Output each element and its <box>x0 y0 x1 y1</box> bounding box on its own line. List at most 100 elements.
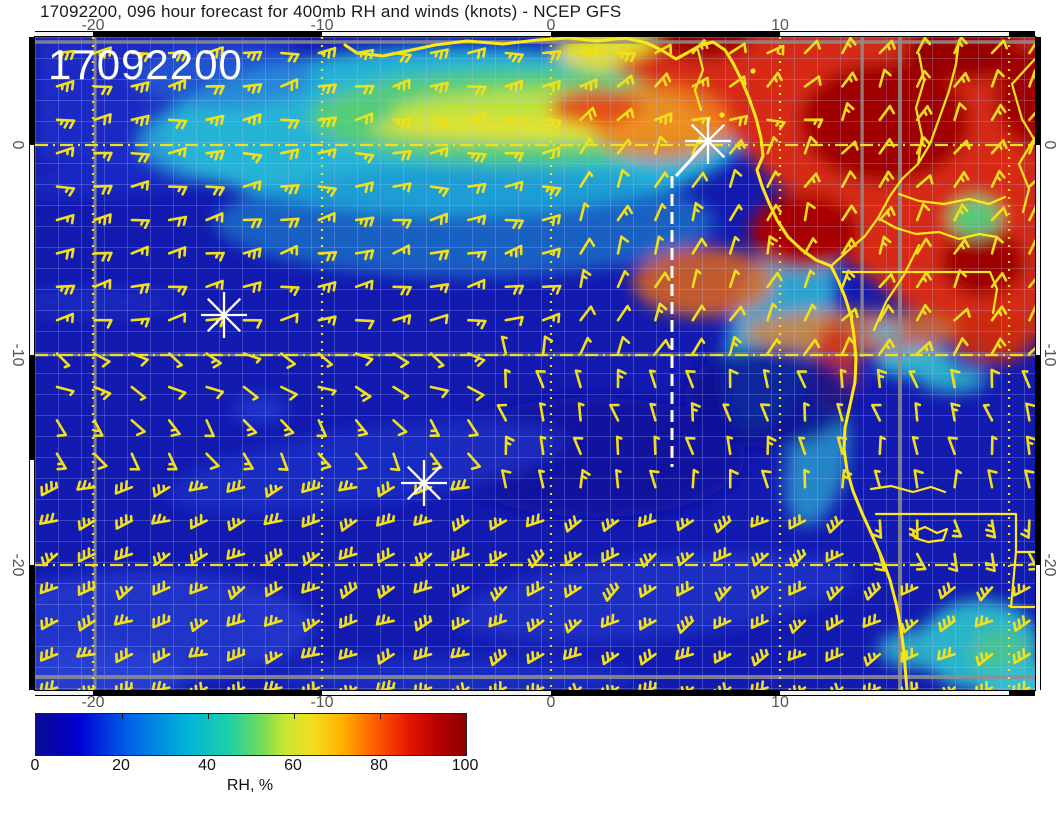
wind-barb <box>190 618 208 633</box>
wind-barb <box>414 552 433 567</box>
wind-barb <box>638 617 657 631</box>
bottom-axis-tick: 0 <box>546 694 556 711</box>
wind-barb <box>376 481 395 498</box>
left-axis-tick: 0 <box>9 140 26 150</box>
wind-barb <box>564 619 582 634</box>
wind-barb <box>766 435 777 456</box>
wind-barb <box>189 582 208 595</box>
wind-barb <box>713 616 732 630</box>
wind-barb <box>39 680 59 690</box>
wind-barb <box>301 513 321 528</box>
wind-barb <box>616 235 630 255</box>
wind-barb <box>564 515 582 533</box>
wind-barb <box>691 76 710 88</box>
wind-barb <box>152 552 171 566</box>
wind-barb <box>189 681 208 690</box>
wind-barb <box>841 469 853 489</box>
wind-barb <box>489 550 508 564</box>
wind-barb <box>152 647 171 664</box>
wind-barb <box>541 118 562 130</box>
island-dot <box>719 112 725 118</box>
wind-barb <box>354 385 372 402</box>
wind-barb <box>205 46 224 59</box>
wind-barb <box>354 452 368 471</box>
wind-barb <box>376 513 396 527</box>
river-border-path <box>1009 550 1035 609</box>
wind-barb <box>990 139 1008 155</box>
wind-barb <box>55 80 75 93</box>
wind-barb <box>914 402 922 422</box>
bottom-axis-tick: -20 <box>81 694 105 711</box>
wind-barb <box>317 83 337 95</box>
wind-barb <box>750 515 769 528</box>
wind-barb <box>242 247 262 260</box>
wind-barb <box>950 402 961 422</box>
wind-barb <box>300 646 321 659</box>
wind-barb <box>280 217 300 228</box>
wind-barb <box>1025 435 1035 456</box>
wind-barb <box>429 81 449 94</box>
wind-barb <box>354 112 374 125</box>
wind-barb <box>990 337 1007 355</box>
wind-barb <box>713 515 732 534</box>
wind-barb <box>93 251 113 262</box>
wind-barb <box>539 402 546 422</box>
wind-barb <box>392 419 408 437</box>
wind-barb <box>338 546 358 561</box>
wind-barb <box>841 37 857 55</box>
wind-barb <box>167 312 187 323</box>
wind-barb <box>825 647 844 662</box>
wind-barb <box>564 551 582 565</box>
wind-barb <box>766 235 778 255</box>
wind-barb <box>242 318 263 329</box>
wind-barb <box>167 452 178 471</box>
wind-barb <box>938 615 956 633</box>
wind-barb <box>803 303 817 322</box>
wind-barb <box>490 586 508 602</box>
wind-barb <box>392 150 412 161</box>
wind-barb <box>205 185 225 196</box>
wind-barb <box>392 182 412 193</box>
wind-barb <box>429 385 449 399</box>
wind-barb <box>788 619 807 634</box>
wind-barb <box>429 352 445 369</box>
wind-barb <box>654 271 671 289</box>
wind-barb <box>990 169 1006 188</box>
wind-barb <box>354 216 375 228</box>
wind-barb <box>691 39 709 55</box>
wind-barb <box>685 369 696 389</box>
wind-barb <box>338 480 358 492</box>
wind-barb <box>953 337 969 355</box>
wind-barb <box>93 213 112 226</box>
wind-barb <box>376 547 395 564</box>
wind-barb <box>616 74 635 88</box>
chart-title: 17092200, 096 hour forecast for 400mb RH… <box>40 2 622 21</box>
wind-barb <box>1028 69 1035 88</box>
wind-barb <box>766 170 780 188</box>
wind-barb <box>841 170 857 188</box>
wind-barb <box>429 419 440 438</box>
wind-barb <box>691 171 709 188</box>
wind-barb <box>615 435 623 456</box>
wind-barb <box>563 584 582 598</box>
wind-barb <box>766 271 783 289</box>
wind-barb <box>188 646 208 658</box>
bottom-axis-tick: -10 <box>310 694 334 711</box>
wind-barb <box>579 202 590 222</box>
wind-barb <box>839 368 847 389</box>
wind-barb <box>354 279 374 291</box>
wind-barb <box>953 72 971 88</box>
wind-barb <box>616 270 630 289</box>
wind-barb <box>280 78 299 92</box>
wind-barb <box>429 185 450 197</box>
wind-barb <box>974 615 994 628</box>
wind-barb <box>841 237 857 255</box>
wind-barb <box>878 435 886 456</box>
wind-barb <box>93 385 112 401</box>
wind-barb <box>450 647 470 659</box>
wind-barb <box>600 613 620 628</box>
wind-barb <box>55 213 75 225</box>
wind-barb <box>616 168 630 188</box>
wind-barb <box>414 682 433 690</box>
wind-barb <box>392 352 410 369</box>
